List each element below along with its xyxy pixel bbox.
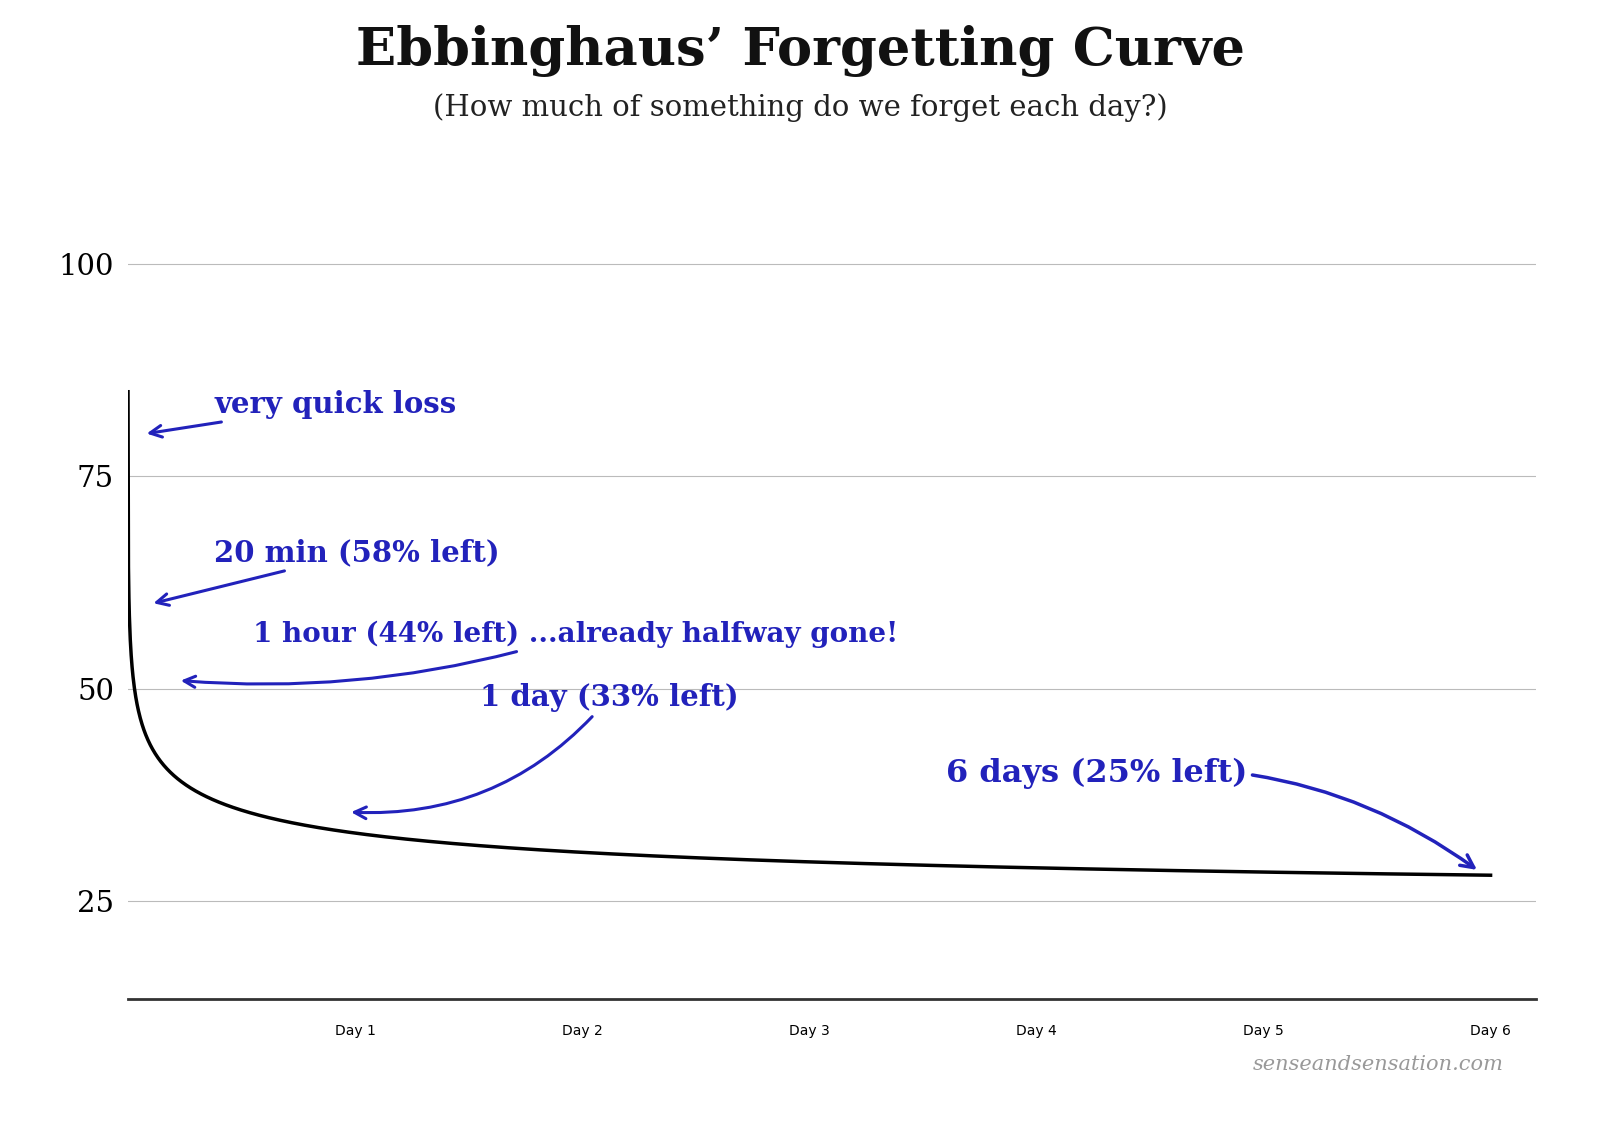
Text: very quick loss: very quick loss [150, 390, 456, 437]
Text: 6 days (25% left): 6 days (25% left) [946, 758, 1474, 868]
Text: senseandsensation.com: senseandsensation.com [1253, 1055, 1504, 1074]
Text: 20 min (58% left): 20 min (58% left) [157, 539, 499, 605]
Text: (How much of something do we forget each day?): (How much of something do we forget each… [432, 93, 1168, 123]
Text: 1 hour (44% left) ...already halfway gone!: 1 hour (44% left) ...already halfway gon… [184, 621, 898, 687]
Text: 1 day (33% left): 1 day (33% left) [355, 683, 739, 819]
Text: Ebbinghaus’ Forgetting Curve: Ebbinghaus’ Forgetting Curve [355, 25, 1245, 77]
